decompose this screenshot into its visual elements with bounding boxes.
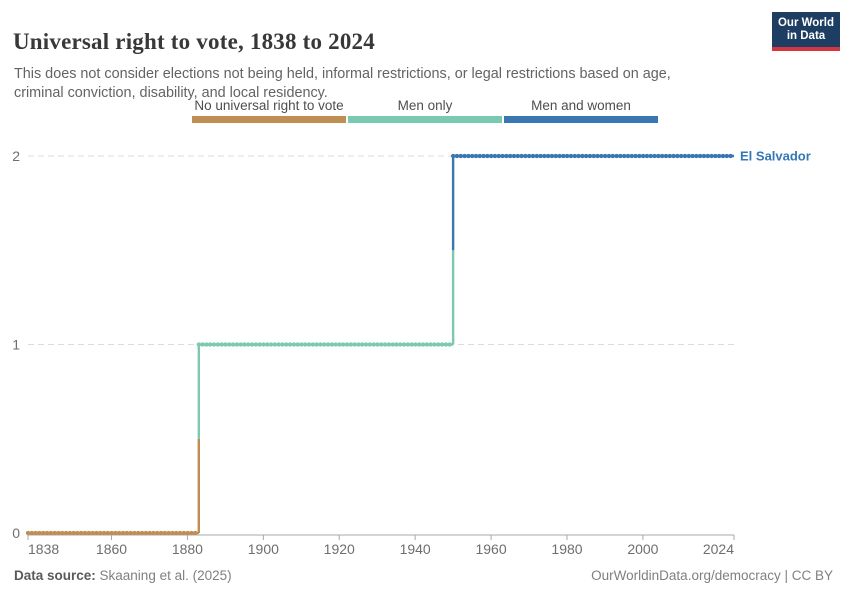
legend-item-men-and-women: Men and women	[504, 98, 658, 123]
data-source-value: Skaaning et al. (2025)	[95, 568, 232, 583]
page-title: Universal right to vote, 1838 to 2024	[13, 29, 375, 55]
y-tick-label: 0	[12, 525, 20, 541]
legend-label: Men and women	[531, 98, 631, 113]
categorical-legend: No universal right to vote Men only Men …	[0, 98, 850, 123]
x-tick-label: 2024	[703, 541, 734, 557]
x-tick-label: 1880	[172, 541, 203, 557]
owid-logo[interactable]: Our World in Data	[772, 12, 840, 51]
x-tick-label: 1900	[248, 541, 279, 557]
owid-credit-link[interactable]: OurWorldinData.org/democracy | CC BY	[591, 568, 833, 583]
legend-color-bar	[504, 116, 658, 123]
data-source-note: Data source: Skaaning et al. (2025)	[14, 568, 232, 583]
x-tick-label: 1980	[551, 541, 582, 557]
legend-color-bar	[192, 116, 346, 123]
x-tick-label: 1838	[28, 541, 59, 557]
x-tick-label: 1860	[96, 541, 127, 557]
legend-item-men-only: Men only	[348, 98, 502, 123]
data-source-label: Data source:	[14, 568, 96, 583]
legend-color-bar	[348, 116, 502, 123]
y-tick-label: 1	[12, 337, 20, 353]
chart-subtitle: This does not consider elections not bei…	[14, 66, 671, 102]
legend-item-no-universal-right: No universal right to vote	[192, 98, 346, 123]
chart-footer: Data source: Skaaning et al. (2025) OurW…	[14, 568, 833, 583]
owid-logo-line2: in Data	[786, 29, 826, 42]
entity-label: El Salvador	[740, 149, 811, 164]
x-tick-label: 2000	[627, 541, 658, 557]
owid-logo-line1: Our World	[777, 16, 834, 29]
y-tick-label: 2	[12, 148, 20, 164]
legend-label: Men only	[397, 98, 453, 113]
x-tick-label: 1960	[475, 541, 506, 557]
x-tick-label: 1920	[324, 541, 355, 557]
legend-label: No universal right to vote	[194, 98, 344, 113]
x-tick-label: 1940	[400, 541, 431, 557]
